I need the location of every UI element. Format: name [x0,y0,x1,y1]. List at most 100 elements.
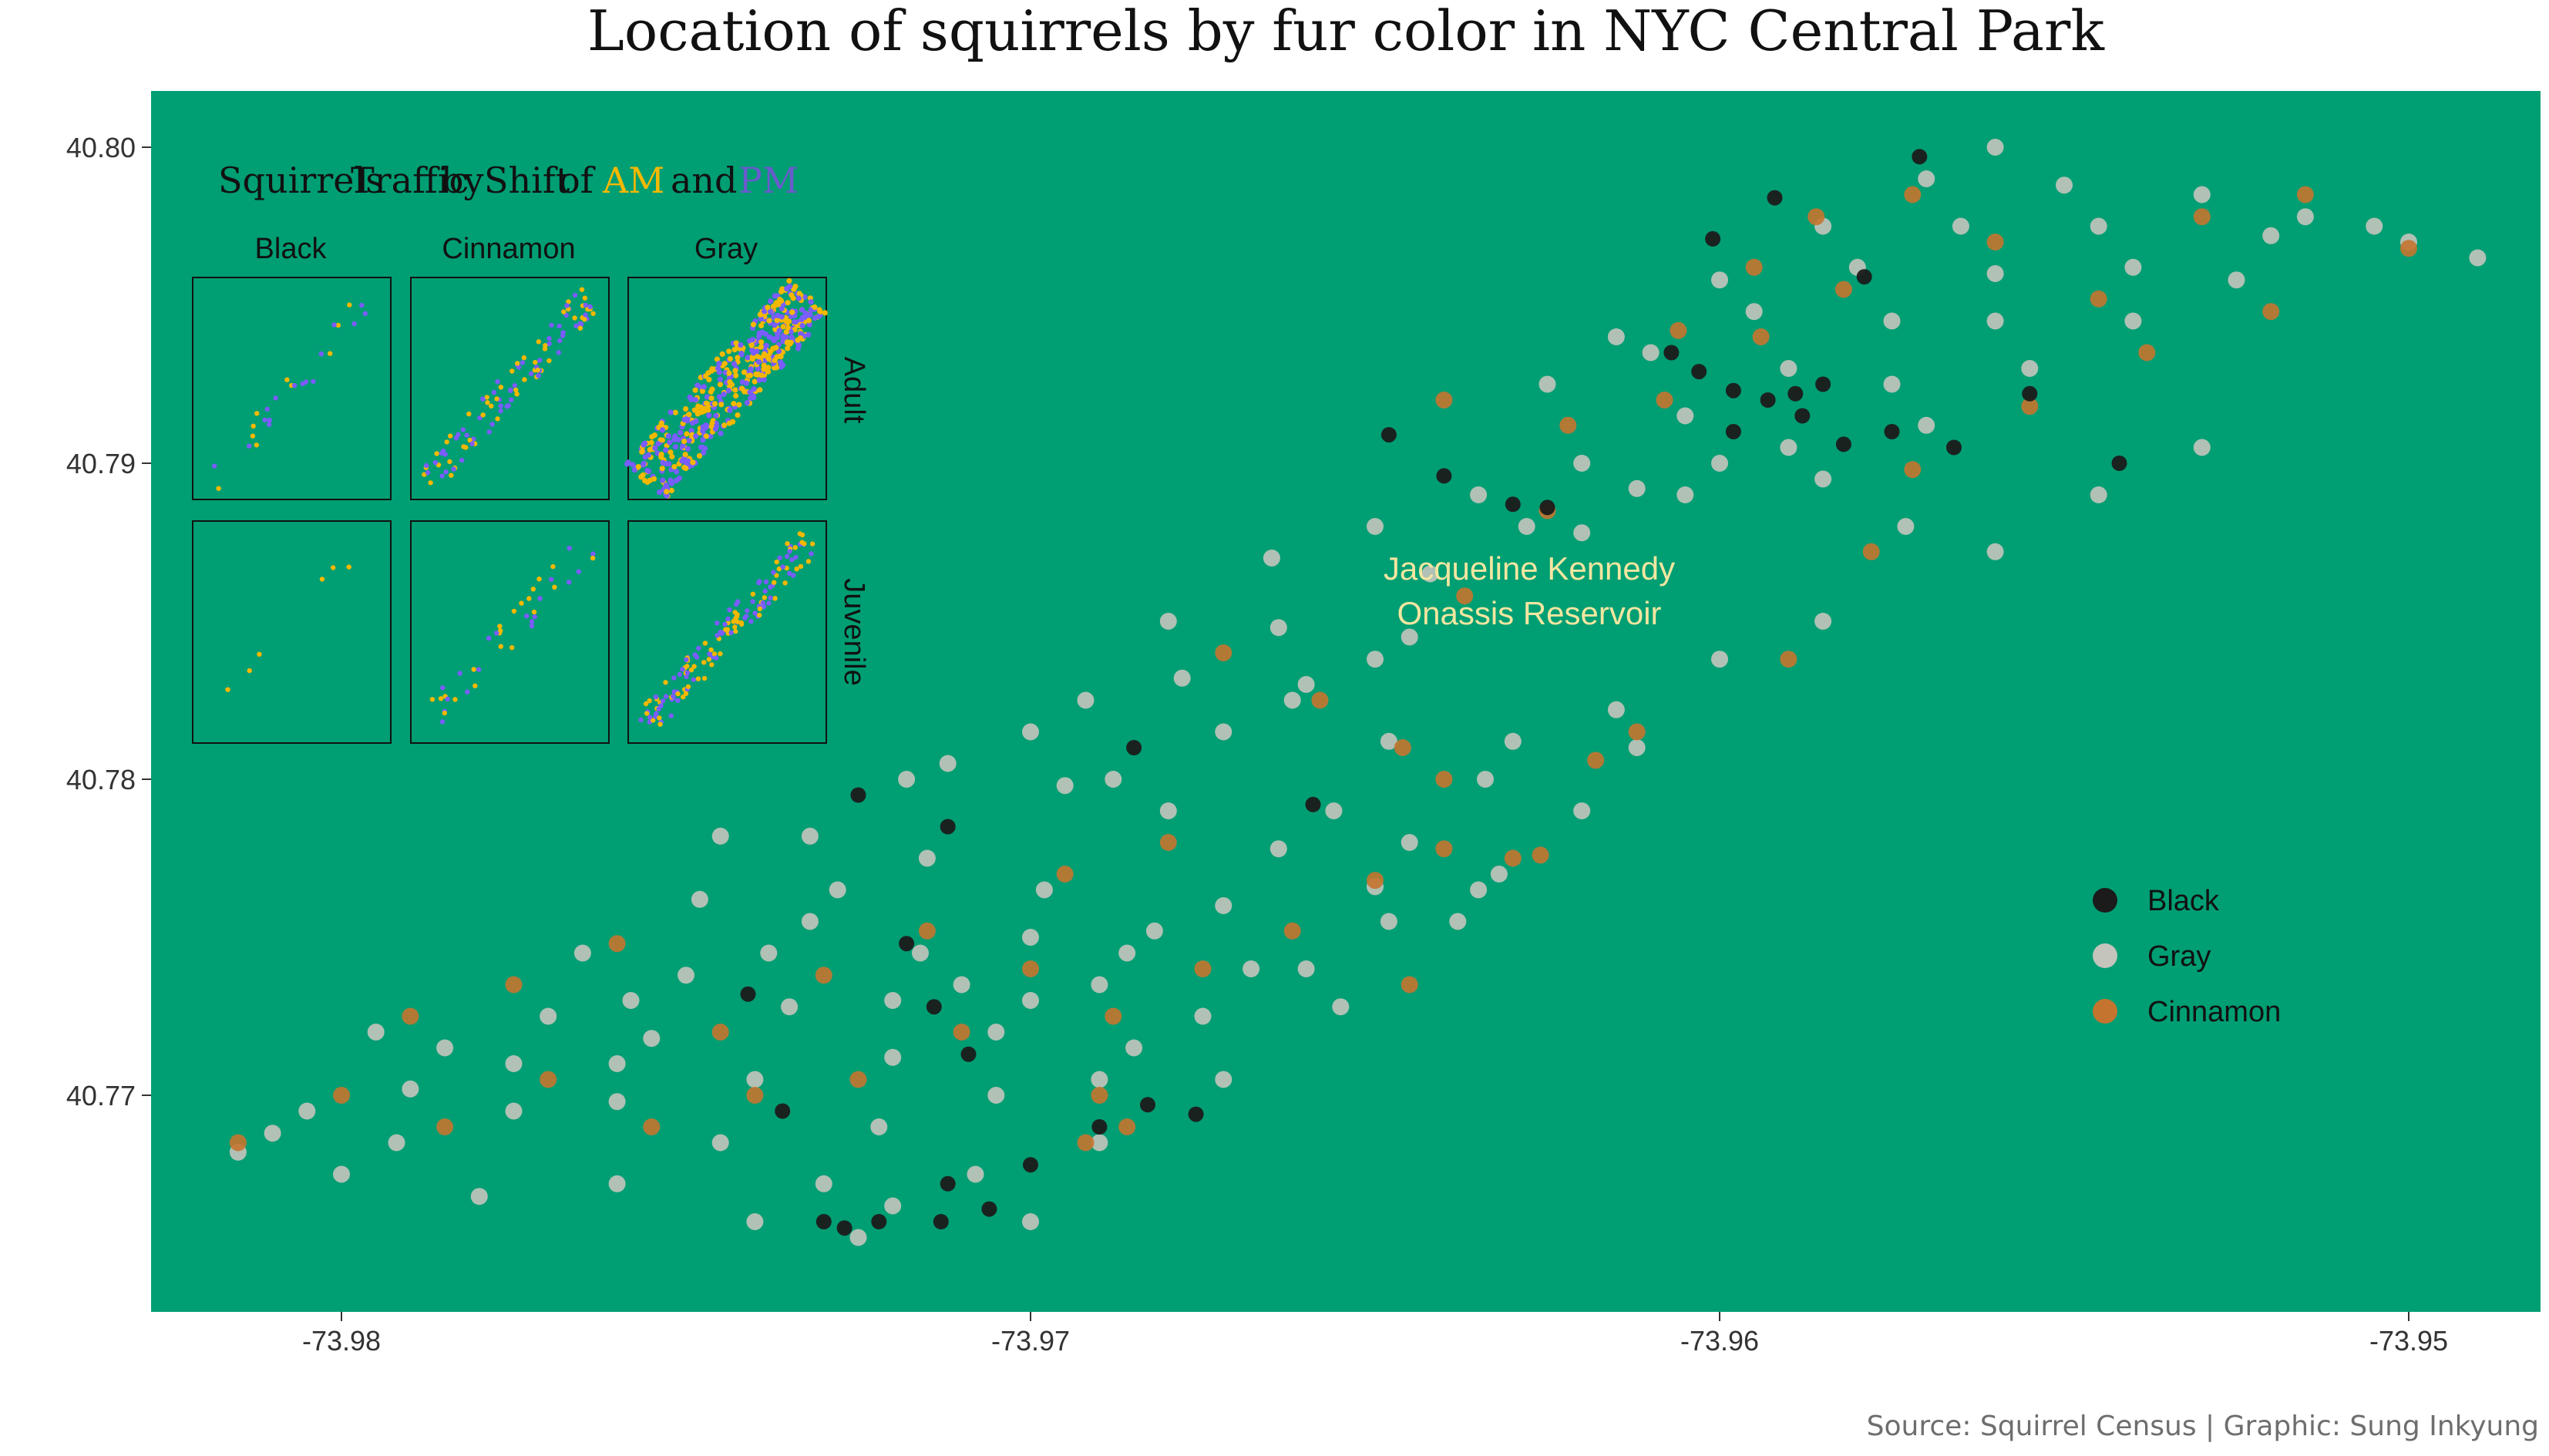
facet-point [726,420,733,426]
facet-point [692,397,698,403]
facet-point [471,667,476,672]
facet-point [718,651,723,657]
facet-point [424,462,429,469]
source-caption: Source: Squirrel Census | Graphic: Sung … [1867,1411,2539,1442]
facet-point [783,318,789,324]
facet-point [651,476,657,482]
facet-point [786,277,792,284]
point-gray [1780,360,1797,377]
facet-point [692,387,698,393]
facet-point [442,710,447,716]
point-black [940,1175,956,1192]
facet-point [700,437,706,443]
point-gray [1283,691,1301,709]
facet-point [573,323,579,328]
facet-point [664,493,670,499]
facet-point [657,715,662,721]
facet-point [663,447,669,453]
point-cinnamon [505,976,523,994]
point-black [1663,345,1680,361]
facet-point [655,441,661,447]
point-gray [1628,479,1646,497]
facet-point [708,433,714,439]
facet-point [438,696,444,701]
point-gray [987,1087,1005,1104]
facet-point [567,546,572,551]
facet-point [432,459,438,466]
facet-point [579,287,585,292]
point-gray [1022,992,1039,1009]
point-gray [1035,881,1053,899]
facet-point [472,683,478,688]
facet-point [647,715,653,720]
point-black [1794,408,1811,424]
point-cinnamon [1077,1134,1095,1152]
facet-point [264,406,270,412]
facet-point [719,630,725,636]
facet-point [726,370,732,376]
point-gray [1711,651,1728,668]
facet-point [732,368,738,374]
facet-point [564,303,570,308]
facet-point [498,644,503,649]
facet-point [812,304,818,311]
legend-label-cinnamon: Cinnamon [2147,996,2281,1028]
facet-point [789,292,795,298]
point-gray [1091,976,1108,994]
facet-point [756,377,762,383]
facet-point [291,383,298,388]
point-gray [367,1024,385,1041]
facet-point [425,469,431,476]
point-cinnamon [229,1134,247,1152]
facet-point [780,564,785,570]
facet-point [466,411,472,417]
facet-point [676,476,683,482]
point-gray [1918,170,1935,187]
facet-point [442,452,448,457]
point-gray [1607,701,1625,718]
point-gray [1504,732,1522,750]
inset-title-word-and: and [671,160,738,201]
facet-point [788,339,794,345]
inset-title-word-squirrels: Squirrels [218,160,384,201]
facet-point [718,430,724,436]
facet-point [792,545,799,550]
point-gray [1263,550,1280,567]
facet-point [757,387,763,393]
facet-point [688,667,694,673]
point-black [1725,382,1741,398]
point-gray [1105,771,1122,788]
point-gray [1332,998,1350,1016]
facet-point [651,432,658,439]
facet-point [467,437,472,443]
facet-point [799,322,805,329]
facet-point [750,599,755,604]
facet-point [696,645,701,651]
main-scatter-points [229,139,2487,1246]
inset-title-word-shift: Shift [484,160,570,201]
facet-point [680,667,685,672]
facet-point [686,412,692,418]
facet-point [347,302,352,308]
facet-point [677,671,682,678]
facet-point [693,433,699,439]
facet-point [727,355,734,362]
facet-point [506,403,511,409]
facet-point [703,433,709,439]
facet-point [686,438,692,444]
facet-point [672,409,678,415]
facet-point [514,392,520,397]
point-cinnamon [849,1071,867,1088]
point-gray [1470,881,1488,899]
facet-point [680,694,686,700]
facet-point [786,570,792,577]
point-gray [918,849,936,867]
facet-point [756,333,762,339]
facet-point [758,344,764,350]
point-gray [801,913,819,930]
facet-point [346,564,351,570]
facet-point [772,326,778,332]
facet-point [641,442,647,448]
facet-point [668,487,674,494]
facet-point [531,609,537,615]
